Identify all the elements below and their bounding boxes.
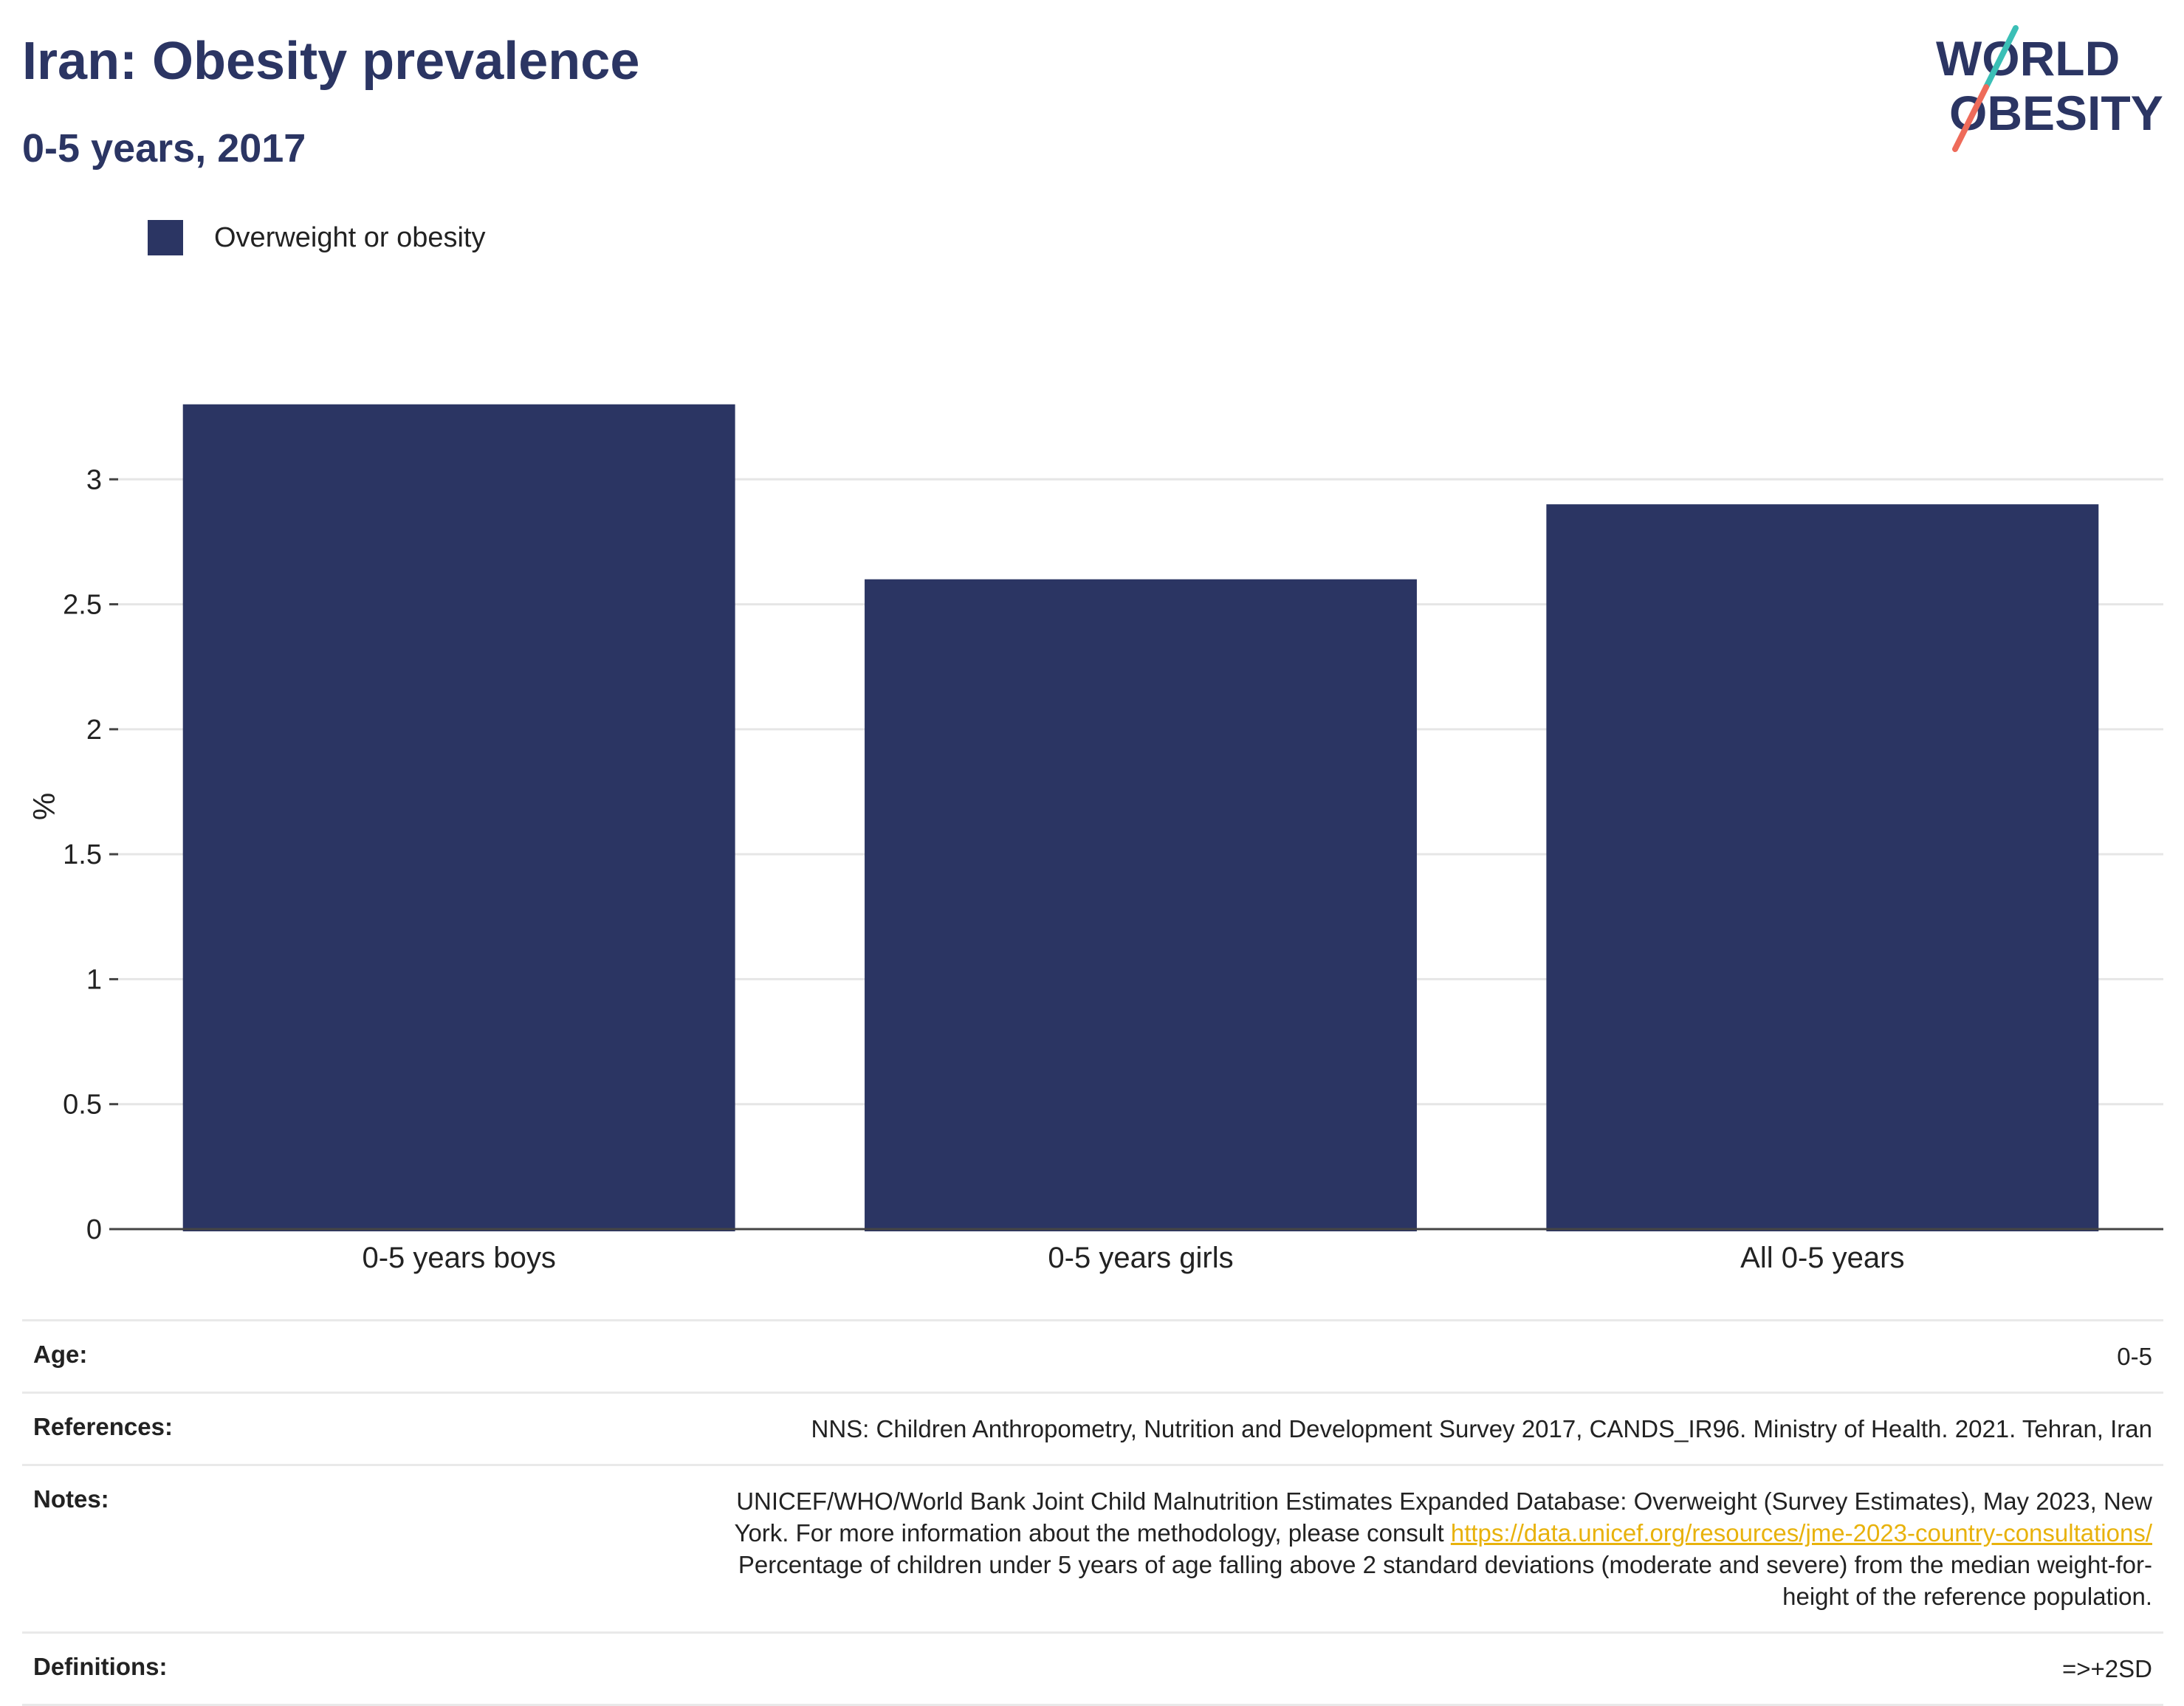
notes-line-2: York. For more information about the met… bbox=[734, 1517, 2152, 1549]
notes-line-4: height of the reference population. bbox=[1782, 1583, 2152, 1610]
notes-line-3: Percentage of children under 5 years of … bbox=[738, 1551, 2152, 1578]
notes-value: UNICEF/WHO/World Bank Joint Child Malnut… bbox=[734, 1485, 2152, 1612]
meta-row-notes: Notes: UNICEF/WHO/World Bank Joint Child… bbox=[22, 1464, 2163, 1631]
y-tick-label: 3 bbox=[86, 464, 102, 495]
y-tick-label: 1 bbox=[86, 964, 102, 995]
age-value: 0-5 bbox=[2117, 1343, 2152, 1370]
notes-link[interactable]: https://data.unicef.org/resources/jme-20… bbox=[1450, 1519, 2152, 1547]
page-title: Iran: Obesity prevalence bbox=[22, 32, 640, 91]
references-value: NNS: Children Anthropometry, Nutrition a… bbox=[811, 1415, 2153, 1442]
meta-row-definitions: Definitions: =>+2SD bbox=[22, 1631, 2163, 1706]
definitions-value: =>+2SD bbox=[2061, 1655, 2152, 1682]
legend-swatch bbox=[148, 220, 183, 255]
definitions-label: Definitions: bbox=[33, 1653, 168, 1680]
legend-label: Overweight or obesity bbox=[214, 221, 486, 253]
y-tick-label: 2.5 bbox=[63, 590, 102, 621]
notes-line-2-text: York. For more information about the met… bbox=[734, 1519, 1451, 1547]
references-label: References: bbox=[33, 1413, 173, 1440]
chart-legend: Overweight or obesity bbox=[148, 220, 486, 255]
meta-row-references: References: NNS: Children Anthropometry,… bbox=[22, 1392, 2163, 1464]
y-tick-label: 2 bbox=[86, 715, 102, 746]
bar bbox=[182, 404, 735, 1231]
y-axis-label: % bbox=[27, 793, 61, 820]
logo-coral-stroke bbox=[1952, 84, 1989, 152]
notes-line-1: UNICEF/WHO/World Bank Joint Child Malnut… bbox=[736, 1487, 2152, 1515]
x-tick-label: 0-5 years boys bbox=[362, 1242, 555, 1274]
x-tick-label: 0-5 years girls bbox=[1048, 1242, 1233, 1274]
bar bbox=[865, 579, 1417, 1231]
metadata-table: Age: 0-5 References: NNS: Children Anthr… bbox=[22, 1319, 2163, 1706]
page-subtitle: 0-5 years, 2017 bbox=[22, 126, 306, 171]
y-tick-label: 0.5 bbox=[63, 1090, 102, 1121]
bar-chart: 0 0.5 1 1.5 2 2.5 3 0-5 years boys 0-5 years gir… bbox=[27, 404, 2163, 1274]
bar bbox=[1546, 504, 2099, 1231]
logo-teal-stroke bbox=[1983, 25, 2019, 90]
y-tick-label: 0 bbox=[86, 1214, 102, 1245]
x-tick-label: All 0-5 years bbox=[1740, 1242, 1904, 1274]
notes-label: Notes: bbox=[33, 1485, 109, 1513]
meta-row-age: Age: 0-5 bbox=[22, 1319, 2163, 1392]
age-label: Age: bbox=[33, 1341, 88, 1368]
y-tick-label: 1.5 bbox=[63, 839, 102, 870]
world-obesity-logo: WORLD OBESITY bbox=[1936, 25, 2163, 152]
logo-line-1: WORLD bbox=[1936, 31, 2120, 86]
